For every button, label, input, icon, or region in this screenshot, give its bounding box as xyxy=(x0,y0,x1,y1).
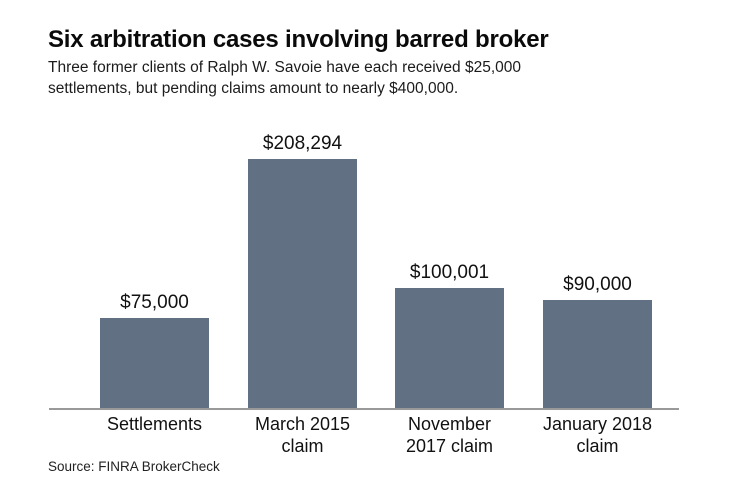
bar-value-label: $208,294 xyxy=(262,133,343,154)
bar-1 xyxy=(100,318,209,408)
bar-value-label: $90,000 xyxy=(563,274,632,295)
category-label: March 2015 claim xyxy=(254,414,351,456)
x-axis-line xyxy=(49,408,679,410)
category-label: January 2018 claim xyxy=(542,414,653,456)
bar-value-label: $100,001 xyxy=(409,262,490,283)
bar-4 xyxy=(543,300,652,408)
source-note: Source: FINRA BrokerCheck xyxy=(48,459,220,474)
category-label: Settlements xyxy=(106,414,203,434)
bar-3 xyxy=(395,288,504,408)
chart-subtitle: Three former clients of Ralph W. Savoie … xyxy=(48,59,522,97)
chart-title: Six arbitration cases involving barred b… xyxy=(48,26,549,53)
category-label: November 2017 claim xyxy=(405,414,494,456)
bar-2 xyxy=(248,159,357,408)
bar-value-label: $75,000 xyxy=(120,292,189,313)
